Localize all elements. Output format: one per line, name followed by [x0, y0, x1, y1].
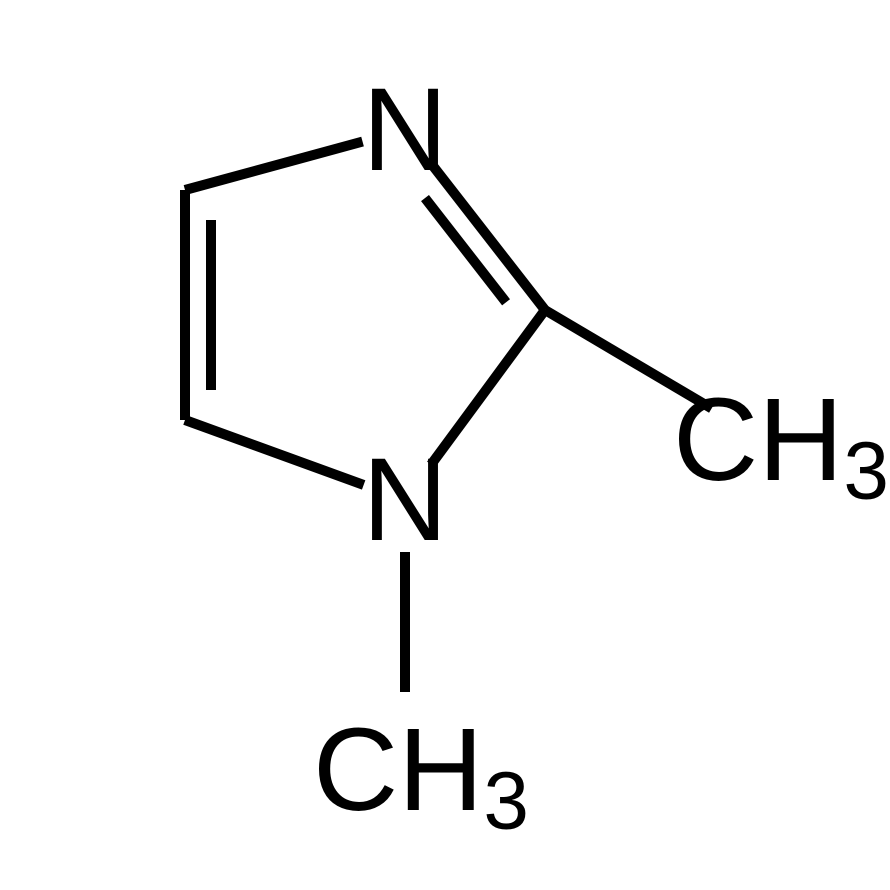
atom-label-n: N — [362, 64, 447, 196]
atom-label-n: N — [362, 434, 447, 566]
molecule-diagram: NNCH3CH3 — [0, 0, 890, 890]
